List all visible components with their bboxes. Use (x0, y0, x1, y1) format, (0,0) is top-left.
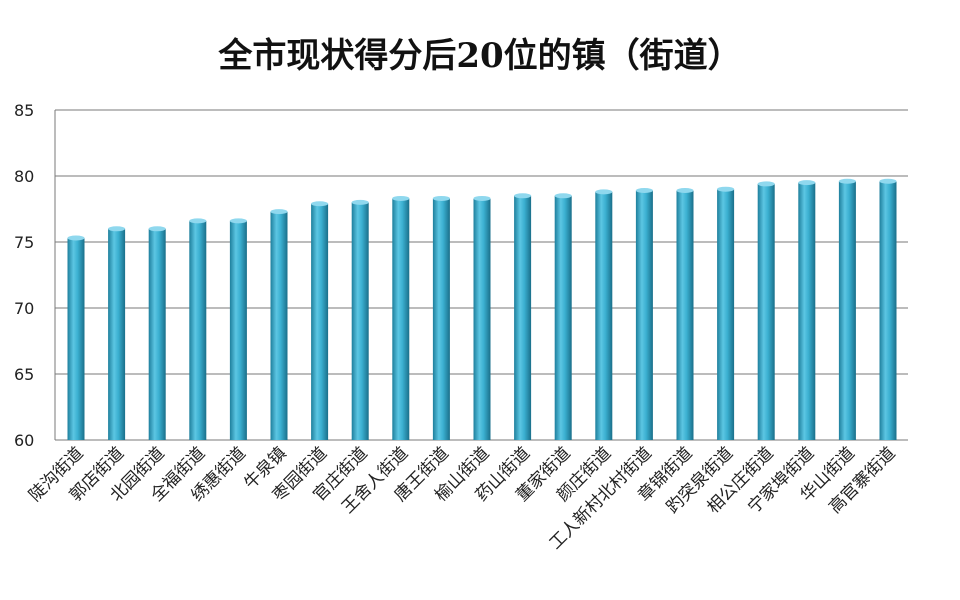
bar-cap (148, 226, 166, 232)
bar (67, 238, 85, 440)
bar (351, 202, 369, 440)
bar-cap (757, 181, 775, 187)
bar (392, 198, 410, 440)
bar (148, 228, 166, 440)
bar-cap (189, 218, 207, 224)
bar (270, 211, 288, 440)
bar-cap (838, 178, 856, 184)
bar-cap (554, 193, 572, 199)
bar-cap (879, 178, 897, 184)
bar (635, 190, 653, 440)
y-tick-label: 70 (14, 299, 34, 318)
bar (717, 189, 735, 440)
y-tick-label: 80 (14, 167, 34, 186)
bar (514, 195, 532, 440)
bar-cap (717, 186, 735, 192)
bars (67, 178, 897, 441)
bar-cap (432, 195, 450, 201)
bar-cap (67, 235, 85, 241)
bar-cap (676, 188, 694, 194)
bar-cap (108, 226, 126, 232)
bar-cap (514, 193, 532, 199)
bar (676, 190, 694, 440)
bar-cap (473, 195, 491, 201)
bar (229, 220, 247, 440)
bar (757, 183, 775, 441)
bar (595, 191, 613, 440)
bar-cap (229, 218, 247, 224)
bar (838, 181, 856, 440)
bar-cap (595, 189, 613, 195)
bar-cap (798, 180, 816, 186)
y-tick-label: 65 (14, 365, 34, 384)
bar (798, 182, 816, 440)
bar-cap (270, 209, 288, 215)
bar (189, 220, 207, 440)
bar-cap (351, 199, 369, 205)
bar (554, 195, 572, 440)
bar-cap (635, 188, 653, 194)
bar (473, 198, 491, 440)
bar (311, 203, 329, 440)
bar (108, 228, 126, 440)
chart-title: 全市现状得分后20位的镇（街道） (218, 36, 742, 76)
y-tick-label: 60 (14, 431, 34, 450)
bar (432, 198, 450, 440)
y-tick-label: 85 (14, 101, 34, 120)
bar (879, 181, 897, 440)
bar-cap (311, 201, 329, 207)
y-tick-label: 75 (14, 233, 34, 252)
bar-cap (392, 195, 410, 201)
